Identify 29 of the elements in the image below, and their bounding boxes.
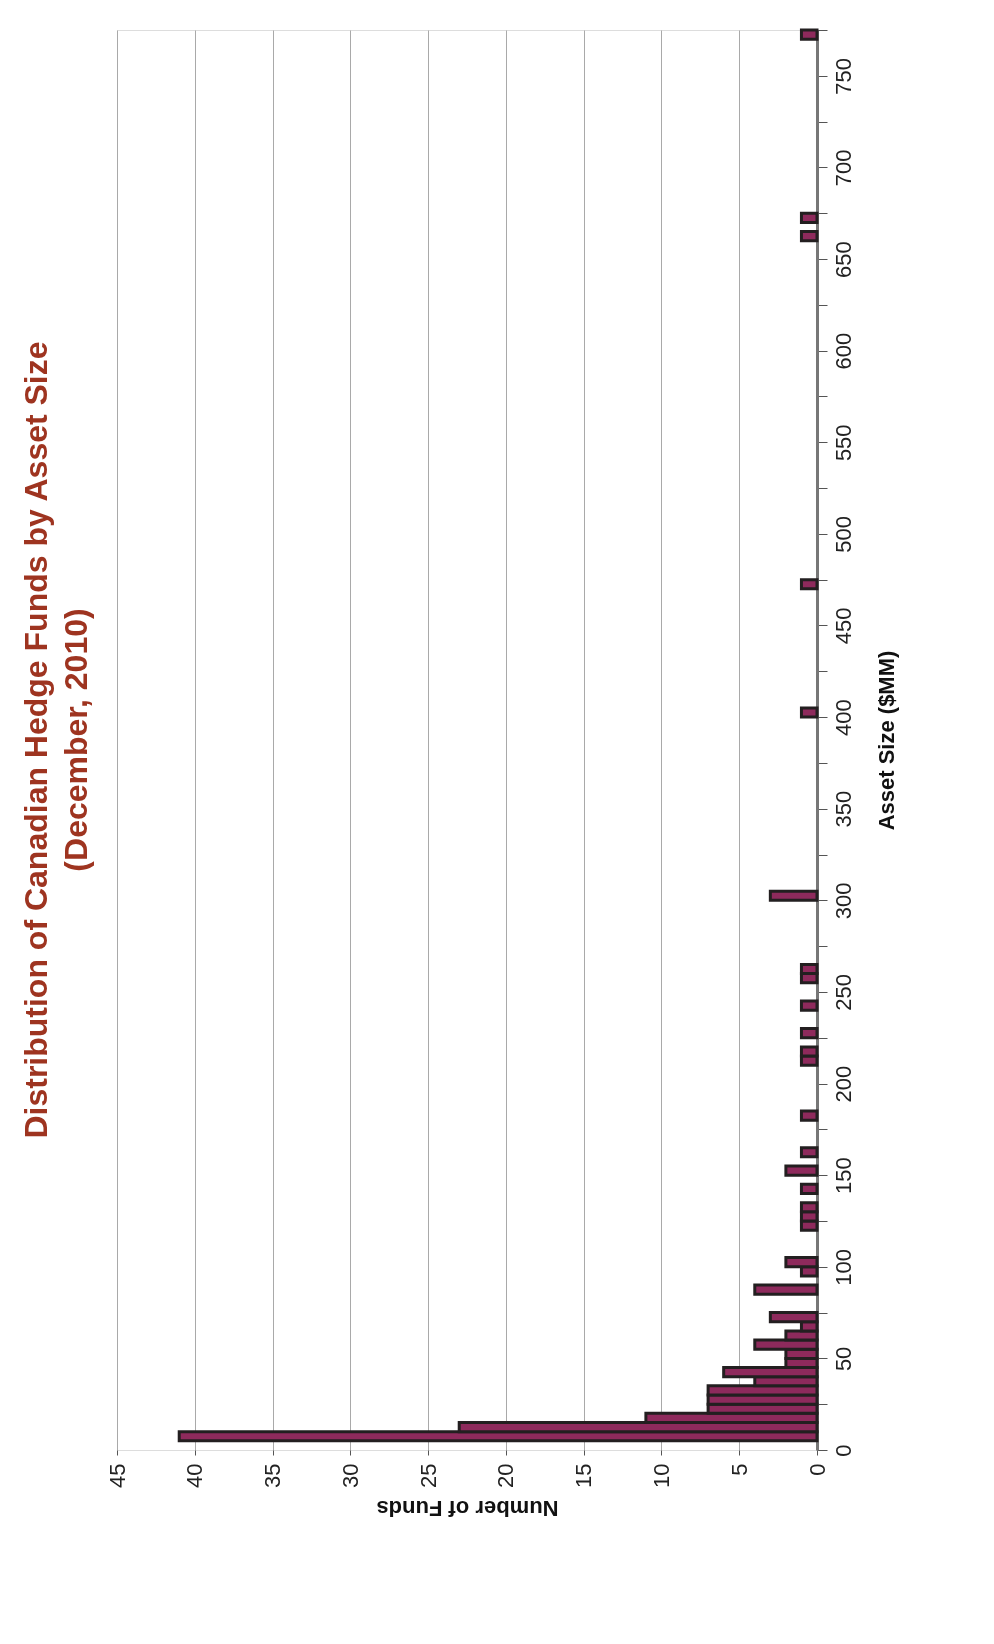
y-tick-label: 100 <box>830 1248 856 1286</box>
y-tick-label: 700 <box>830 149 856 187</box>
y-tick-label: 250 <box>830 974 856 1011</box>
text: Distribution of Canadian Hedge Funds by Asset Size (December, 2010) <box>18 341 94 1139</box>
y-tick-label: 600 <box>830 332 856 370</box>
y-tick-label: 500 <box>830 516 856 553</box>
x-tick-label: 35 <box>260 1463 286 1488</box>
x-tick-label: 5 <box>726 1463 752 1476</box>
x-tick-label: 30 <box>337 1463 363 1488</box>
x-tick-label: 0 <box>804 1463 830 1476</box>
x-tick-label: 45 <box>104 1463 130 1488</box>
x-axis-title: Number of Funds <box>376 1495 559 1521</box>
y-tick-label: 450 <box>830 607 856 645</box>
y-tick-label: 400 <box>830 699 856 736</box>
y-tick-label: 300 <box>830 882 856 920</box>
y-tick-label: 650 <box>830 241 856 278</box>
y-tick-label: 0 <box>830 1444 856 1457</box>
y-axis-title: Asset Size ($MM) <box>873 650 899 831</box>
x-tick-label: 15 <box>571 1463 597 1488</box>
y-tick-label: 750 <box>830 57 856 95</box>
y-tick-label: 150 <box>830 1157 856 1195</box>
x-tick-label: 40 <box>182 1463 208 1488</box>
y-tick-label: 350 <box>830 790 856 828</box>
y-tick-label: 550 <box>830 424 856 462</box>
x-tick-label: 10 <box>648 1463 674 1488</box>
x-tick-label: 20 <box>493 1463 519 1488</box>
x-tick-label: 25 <box>415 1463 441 1488</box>
y-tick-label: 50 <box>830 1346 856 1372</box>
y-tick-label: 200 <box>830 1065 856 1103</box>
